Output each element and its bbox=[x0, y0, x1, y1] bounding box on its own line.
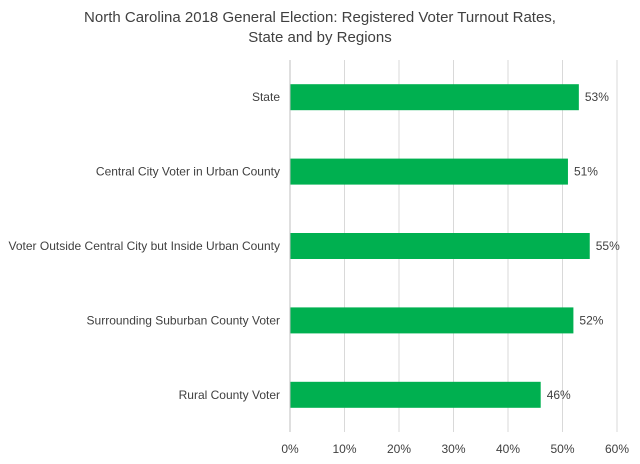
x-tick-label: 40% bbox=[496, 442, 520, 456]
category-label: Rural County Voter bbox=[179, 388, 280, 402]
data-label: 52% bbox=[579, 313, 603, 327]
chart-title-line-2: State and by Regions bbox=[248, 29, 391, 46]
chart-title-line-1: North Carolina 2018 General Election: Re… bbox=[84, 9, 556, 26]
category-label: Surrounding Suburban County Voter bbox=[87, 313, 280, 327]
data-label: 46% bbox=[547, 388, 571, 402]
bar bbox=[290, 158, 568, 185]
category-label: Voter Outside Central City but Inside Ur… bbox=[9, 239, 280, 253]
x-tick-label: 60% bbox=[605, 442, 629, 456]
category-label: State bbox=[252, 90, 280, 104]
category-label: Central City Voter in Urban County bbox=[96, 165, 280, 179]
bar bbox=[290, 307, 574, 334]
data-labels: 53% 51% 55% 52% 46% bbox=[547, 90, 620, 402]
bar bbox=[290, 84, 579, 111]
data-label: 53% bbox=[585, 90, 609, 104]
x-tick-label: 10% bbox=[332, 442, 356, 456]
category-labels: State Central City Voter in Urban County V… bbox=[9, 90, 281, 402]
bar bbox=[290, 381, 541, 408]
bar bbox=[290, 233, 590, 259]
data-label: 51% bbox=[574, 165, 598, 179]
bars bbox=[290, 84, 590, 408]
data-label: 55% bbox=[596, 239, 620, 253]
x-axis-ticks: 0% 10% 20% 30% 40% 50% 60% bbox=[281, 442, 629, 456]
x-tick-label: 50% bbox=[550, 442, 574, 456]
x-tick-label: 20% bbox=[387, 442, 411, 456]
x-tick-label: 0% bbox=[281, 442, 299, 456]
x-tick-label: 30% bbox=[441, 442, 465, 456]
